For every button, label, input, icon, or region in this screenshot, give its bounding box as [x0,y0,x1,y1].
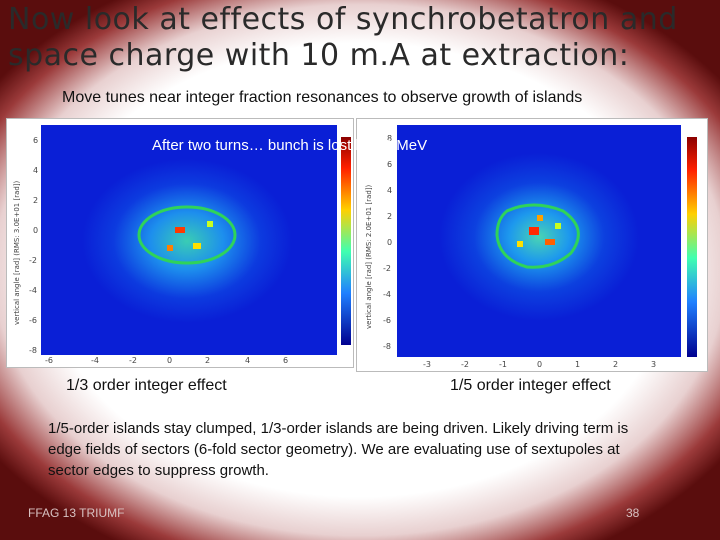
y-tick-right: 0 [387,238,392,247]
caption-right: 1/5 order integer effect [450,377,611,394]
hotspot-left-3 [167,245,173,251]
hotspot-right-2 [545,239,555,245]
phase-space-plot-left: -6 -4 -2 0 2 4 6 6 4 2 0 -2 -4 -6 -8 ver… [6,118,354,368]
colorbar-left [341,137,351,345]
y-tick-left: -2 [29,256,37,265]
hotspot-right-4 [555,223,561,229]
x-tick-left: 2 [205,356,210,365]
y-tick-left: -4 [29,286,37,295]
slide-number: 38 [626,506,640,520]
y-axis-label-left: vertical angle [rad] (RMS: 3.0E+01 [rad]… [13,180,21,325]
slide-title: Now look at effects of synchrobetatron a… [8,2,678,73]
body-paragraph: 1/5-order islands stay clumped, 1/3-orde… [48,420,629,479]
x-tick-left: 4 [245,356,250,365]
overlay-annotation: After two turns… bunch is lost by 20 MeV [152,137,428,154]
x-tick-left: -6 [45,356,53,365]
hotspot-right-1 [529,227,539,235]
y-tick-right: 8 [387,134,392,143]
y-tick-right: 6 [387,160,392,169]
x-tick-right: 2 [613,360,618,369]
x-tick-right: 0 [537,360,542,369]
island-ring-right [495,203,580,269]
y-tick-left: -6 [29,316,37,325]
y-tick-left: 4 [33,166,38,175]
particle-cloud-left [82,159,292,323]
x-tick-right: -1 [499,360,507,369]
y-tick-left: 2 [33,196,38,205]
hotspot-right-3 [517,241,523,247]
island-ring-left [137,205,237,265]
x-tick-left: -2 [129,356,137,365]
plot-left-canvas: -6 -4 -2 0 2 4 6 6 4 2 0 -2 -4 -6 -8 ver… [13,125,351,365]
y-tick-left: -8 [29,346,37,355]
x-tick-left: -4 [91,356,99,365]
x-tick-left: 6 [283,356,288,365]
hotspot-left-2 [193,243,201,249]
x-tick-right: -2 [461,360,469,369]
x-tick-right: 3 [651,360,656,369]
y-tick-right: -2 [383,264,391,273]
x-tick-right: 1 [575,360,580,369]
y-tick-right: -8 [383,342,391,351]
slide-subtitle: Move tunes near integer fraction resonan… [62,89,583,106]
colorbar-right [687,137,697,357]
hotspot-left-4 [207,221,213,227]
footer-label: FFAG 13 TRIUMF [28,506,125,520]
hotspot-right-5 [537,215,543,221]
y-tick-right: 2 [387,212,392,221]
x-tick-right: -3 [423,360,431,369]
y-tick-right: 4 [387,186,392,195]
phase-space-plot-right: -3 -2 -1 0 1 2 3 8 6 4 2 0 -2 -4 -6 -8 v… [356,118,708,372]
particle-cloud-right [439,153,639,321]
y-tick-right: -6 [383,316,391,325]
caption-left: 1/3 order integer effect [66,377,227,394]
x-tick-left: 0 [167,356,172,365]
y-tick-left: 0 [33,226,38,235]
plot-right-canvas: -3 -2 -1 0 1 2 3 8 6 4 2 0 -2 -4 -6 -8 v… [365,125,697,369]
y-axis-label-right: vertical angle [rad] (RMS: 2.0E+01 [rad]… [365,184,373,329]
y-tick-right: -4 [383,290,391,299]
hotspot-left-1 [175,227,185,233]
y-tick-left: 6 [33,136,38,145]
